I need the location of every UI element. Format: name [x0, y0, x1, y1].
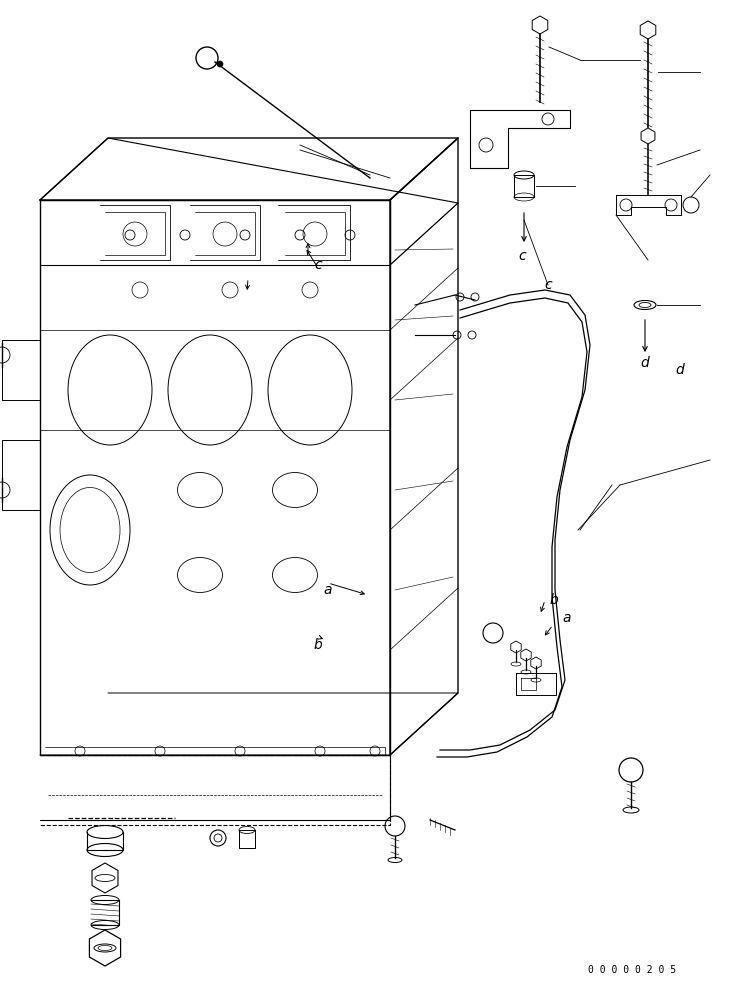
Text: 0 0 0 0 0 2 0 5: 0 0 0 0 0 2 0 5: [588, 965, 676, 975]
Text: a: a: [562, 611, 571, 625]
Text: a: a: [324, 583, 333, 597]
Circle shape: [217, 61, 223, 67]
Text: c: c: [544, 278, 552, 292]
Text: d: d: [640, 356, 649, 370]
Text: b: b: [314, 638, 322, 652]
Text: b: b: [550, 593, 559, 607]
Text: d: d: [676, 363, 684, 377]
Text: c: c: [314, 258, 322, 272]
Text: c: c: [518, 249, 525, 263]
